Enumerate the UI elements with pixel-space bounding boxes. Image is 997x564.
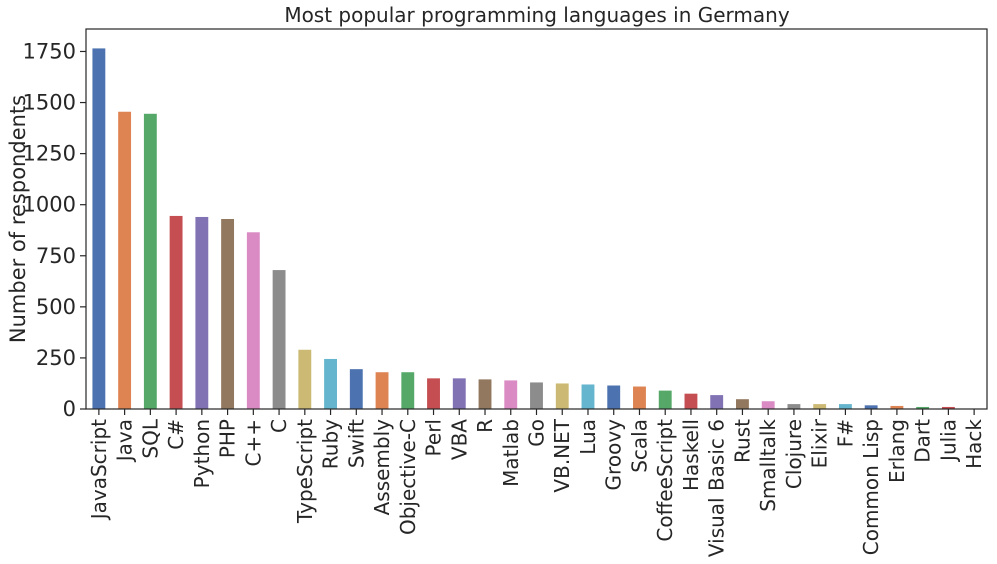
x-tick-label: Hack <box>962 419 986 469</box>
bar-java <box>118 111 132 410</box>
x-tick-label: SQL <box>138 418 162 458</box>
x-tick-label: Ruby <box>319 419 343 469</box>
bar-objective-c <box>401 372 415 409</box>
bar-typescript <box>298 349 312 409</box>
x-tick-label: Erlang <box>885 419 909 483</box>
chart-title: Most popular programming languages in Ge… <box>284 3 790 27</box>
plot-frame <box>85 28 988 410</box>
x-tick-label: Common Lisp <box>859 419 883 555</box>
bar-dart <box>916 406 930 409</box>
x-tick-label: Perl <box>422 419 446 456</box>
bar-swift <box>349 369 363 409</box>
bar-rust <box>736 399 749 409</box>
bar-ruby <box>324 358 337 409</box>
bar-smalltalk <box>761 401 775 409</box>
x-tick-label: Python <box>190 419 214 488</box>
y-tick-label: 1500 <box>23 91 76 115</box>
bar-vba <box>452 378 466 409</box>
y-tick-label: 1250 <box>23 142 76 166</box>
x-tick-label: Java <box>113 419 137 463</box>
y-tick-label: 500 <box>36 295 76 319</box>
x-tick-label: Elixir <box>808 418 832 468</box>
x-tick-label: Assembly <box>370 419 394 516</box>
bar-assembly <box>375 372 389 409</box>
bar-python <box>195 216 209 409</box>
x-tick-label: TypeScript <box>293 419 317 524</box>
bar-vb-net <box>555 383 569 409</box>
bar-javascript <box>92 48 106 409</box>
bar-haskell <box>684 393 698 409</box>
y-axis-label: Number of respondents <box>6 95 30 343</box>
x-tick-label: Rust <box>730 419 754 463</box>
x-tick-label: Clojure <box>782 419 806 489</box>
x-tick-label: Swift <box>344 419 368 468</box>
bar-julia <box>941 406 955 409</box>
bar-php <box>221 219 235 409</box>
bar-elixir <box>813 404 827 409</box>
x-tick-label: Smalltalk <box>756 419 780 512</box>
bar-c <box>272 270 286 409</box>
bar-clojure <box>787 404 801 409</box>
x-tick-label: Julia <box>936 419 960 463</box>
bar-c <box>169 215 183 409</box>
bars-group <box>92 48 981 410</box>
x-tick-label: VBA <box>447 419 471 460</box>
bar-common-lisp <box>864 405 878 409</box>
bar-perl <box>427 378 440 409</box>
bar-matlab <box>504 380 518 409</box>
x-tick-label: Groovy <box>602 419 626 491</box>
x-tick-label: C <box>267 419 291 433</box>
y-tick-label: 1750 <box>23 39 76 63</box>
x-tick-label: PHP <box>216 419 240 458</box>
bar-coffeescript <box>658 390 672 409</box>
x-tick-label: CoffeeScript <box>653 419 677 542</box>
x-tick-label: C++ <box>241 419 265 466</box>
bar-r <box>478 379 492 409</box>
x-tick-label: F# <box>833 419 857 447</box>
x-tick-label: C# <box>164 419 188 450</box>
bar-go <box>530 382 543 409</box>
x-tick-label: Lua <box>576 419 600 455</box>
x-tick-label: VB.NET <box>550 418 574 492</box>
x-tick-label: Haskell <box>679 419 703 491</box>
x-tick-label: Dart <box>911 419 935 463</box>
bar-erlang <box>890 405 904 409</box>
bar-lua <box>581 384 595 409</box>
bar-f <box>838 404 852 409</box>
x-tick-label: Scala <box>627 419 651 473</box>
y-axis-ticks: 0 250 500 750 1000 1250 1500 1750 <box>23 39 86 421</box>
x-tick-label: Go <box>525 419 549 447</box>
x-tick-label: Objective-C <box>396 419 420 535</box>
x-tick-label: Matlab <box>499 419 523 487</box>
y-tick-label: 1000 <box>23 193 76 217</box>
bar-visual-basic-6 <box>710 395 724 409</box>
y-tick-label: 750 <box>36 244 76 268</box>
x-axis-ticks: JavaScript Java SQL C# Python PHP C++ C TypeScri… <box>87 409 986 557</box>
bar-scala <box>633 386 646 409</box>
bar-groovy <box>607 385 621 409</box>
x-tick-label: Visual Basic 6 <box>705 419 729 557</box>
y-tick-label: 250 <box>36 346 76 370</box>
y-tick-label: 0 <box>63 397 76 421</box>
bar-sql <box>143 113 157 409</box>
x-tick-label: R <box>473 419 497 433</box>
x-tick-label: JavaScript <box>87 419 111 521</box>
bar-c <box>246 232 260 409</box>
